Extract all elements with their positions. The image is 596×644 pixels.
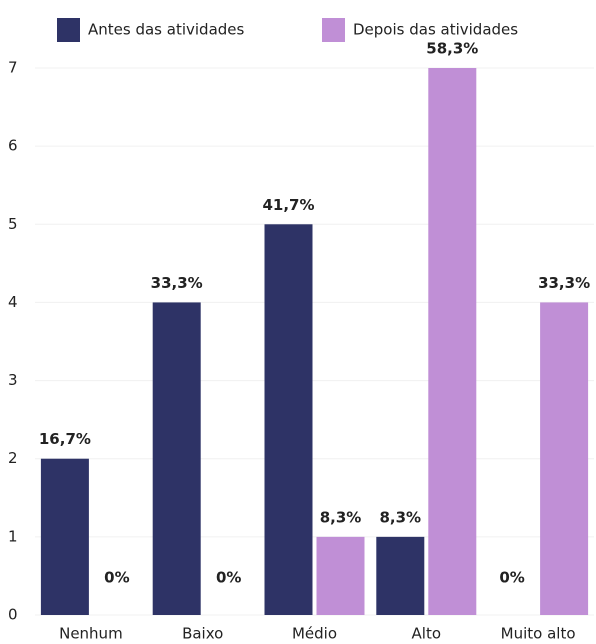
bar: [316, 536, 365, 615]
value-label: 33,3%: [538, 274, 590, 292]
y-tick-label: 3: [8, 371, 18, 389]
value-label: 0%: [216, 569, 241, 587]
bar: [540, 302, 589, 615]
y-tick-label: 1: [8, 527, 18, 545]
value-label: 8,3%: [320, 508, 362, 526]
x-tick-label: Baixo: [182, 625, 223, 643]
value-label: 33,3%: [151, 274, 203, 292]
x-tick-label: Médio: [292, 625, 337, 643]
value-label: 58,3%: [426, 40, 478, 58]
value-label: 41,7%: [262, 196, 314, 214]
x-tick-label: Muito alto: [501, 625, 576, 643]
value-label: 0%: [104, 569, 129, 587]
x-tick-label: Alto: [412, 625, 442, 643]
y-tick-label: 0: [8, 606, 18, 624]
y-tick-label: 4: [8, 293, 18, 311]
y-tick-label: 6: [8, 137, 18, 155]
legend-label: Depois das atividades: [353, 21, 518, 39]
legend-swatch: [57, 18, 80, 42]
bar: [428, 68, 477, 615]
value-label: 0%: [499, 569, 524, 587]
legend-label: Antes das atividades: [88, 21, 245, 39]
bar: [152, 302, 201, 615]
value-label: 8,3%: [379, 508, 421, 526]
bar: [264, 224, 313, 616]
y-tick-label: 5: [8, 215, 18, 233]
x-tick-label: Nenhum: [59, 625, 123, 643]
bar: [376, 536, 425, 615]
bar: [40, 458, 89, 615]
legend-swatch: [322, 18, 345, 42]
y-tick-label: 7: [8, 59, 18, 77]
y-tick-label: 2: [8, 449, 18, 467]
value-label: 16,7%: [39, 430, 91, 448]
